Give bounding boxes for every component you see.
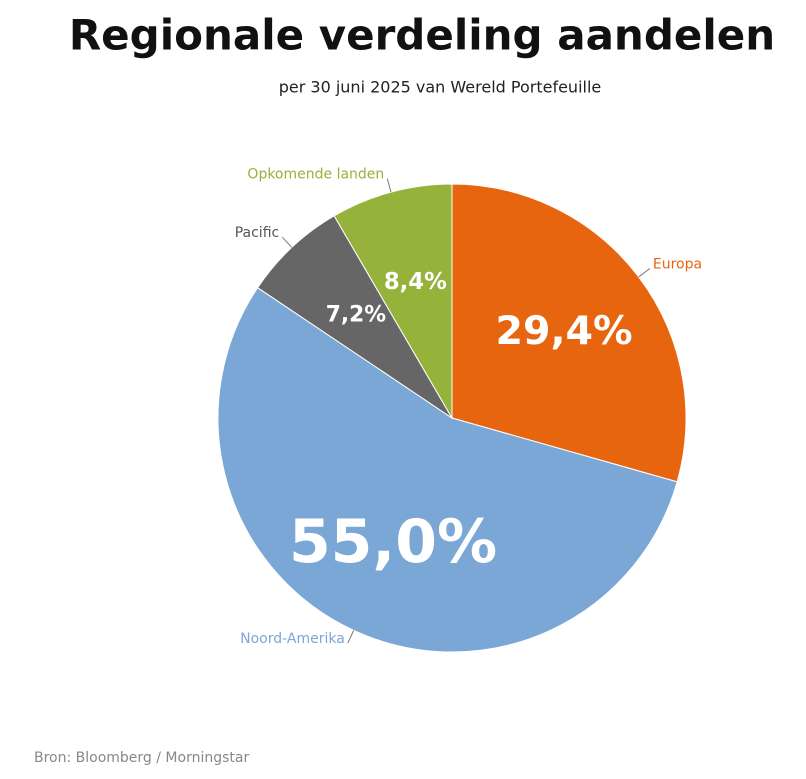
- pie-slice: [217, 286, 678, 653]
- category-label: Pacific: [235, 225, 280, 241]
- leader-line: [386, 178, 392, 193]
- leader-line: [281, 236, 293, 248]
- value-label: 8,4%: [384, 269, 447, 295]
- value-label: 7,2%: [326, 303, 387, 328]
- value-label: 29,4%: [495, 308, 632, 354]
- chart-title: Regionale verdeling aandelen: [69, 11, 775, 60]
- value-label: 55,0%: [289, 507, 497, 577]
- leader-line: [638, 268, 651, 278]
- pie-slice: [256, 215, 453, 419]
- leader-line: [347, 630, 355, 644]
- category-label: Europa: [653, 256, 702, 272]
- category-label: Opkomende landen: [247, 167, 384, 183]
- source: Bron: Bloomberg / Morningstar: [34, 750, 249, 766]
- category-label: Noord-Amerika: [240, 631, 345, 647]
- chart-subtitle: per 30 juni 2025 van Wereld Portefeuille: [279, 78, 602, 97]
